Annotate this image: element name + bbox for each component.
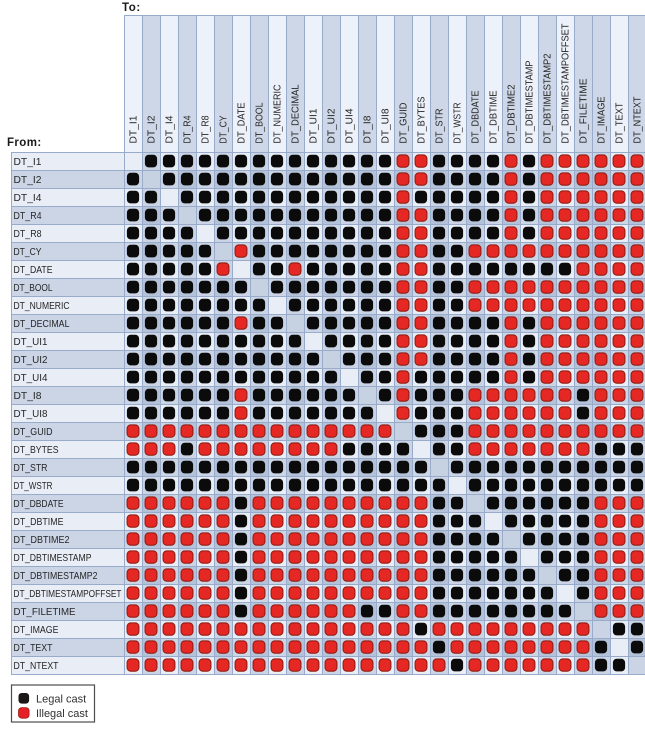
svg-text:DT_DATE: DT_DATE bbox=[236, 103, 248, 144]
svg-text:DT_R4: DT_R4 bbox=[14, 210, 42, 222]
svg-text:DT_DBTIMESTAMPOFFSET: DT_DBTIMESTAMPOFFSET bbox=[14, 588, 122, 600]
svg-text:Legal cast: Legal cast bbox=[36, 693, 86, 705]
svg-text:DT_BYTES: DT_BYTES bbox=[416, 97, 428, 144]
svg-text:DT_GUID: DT_GUID bbox=[398, 102, 410, 143]
svg-text:DT_GUID: DT_GUID bbox=[14, 426, 53, 438]
svg-text:DT_DBTIMESTAMPOFFSET: DT_DBTIMESTAMPOFFSET bbox=[560, 23, 572, 144]
svg-text:DT_UI1: DT_UI1 bbox=[14, 336, 48, 348]
svg-text:DT_DECIMAL: DT_DECIMAL bbox=[14, 318, 70, 330]
svg-text:DT_DBTIME2: DT_DBTIME2 bbox=[506, 84, 518, 143]
svg-text:DT_NTEXT: DT_NTEXT bbox=[632, 96, 644, 143]
svg-text:DT_WSTR: DT_WSTR bbox=[14, 480, 53, 492]
svg-text:DT_UI2: DT_UI2 bbox=[14, 354, 48, 366]
svg-text:DT_UI2: DT_UI2 bbox=[326, 108, 338, 143]
svg-text:DT_FILETIME: DT_FILETIME bbox=[578, 79, 590, 144]
svg-text:DT_WSTR: DT_WSTR bbox=[452, 102, 464, 143]
svg-text:DT_CY: DT_CY bbox=[218, 116, 230, 144]
svg-text:DT_UI4: DT_UI4 bbox=[344, 108, 356, 143]
svg-text:DT_I4: DT_I4 bbox=[164, 115, 176, 143]
svg-text:DT_R8: DT_R8 bbox=[200, 115, 212, 143]
svg-text:DT_NUMERIC: DT_NUMERIC bbox=[272, 84, 284, 143]
svg-text:From:: From: bbox=[7, 137, 42, 149]
svg-text:DT_NUMERIC: DT_NUMERIC bbox=[14, 300, 70, 312]
svg-text:DT_R8: DT_R8 bbox=[14, 228, 42, 240]
svg-text:DT_I1: DT_I1 bbox=[128, 115, 140, 143]
svg-text:DT_IMAGE: DT_IMAGE bbox=[14, 624, 59, 636]
svg-text:DT_TEXT: DT_TEXT bbox=[14, 642, 53, 654]
svg-text:DT_DBTIME: DT_DBTIME bbox=[488, 91, 500, 144]
svg-text:DT_I4: DT_I4 bbox=[14, 192, 42, 204]
svg-text:DT_DBDATE: DT_DBDATE bbox=[14, 498, 64, 510]
svg-text:DT_I8: DT_I8 bbox=[14, 390, 42, 402]
svg-text:Illegal cast: Illegal cast bbox=[36, 708, 88, 720]
svg-text:DT_DECIMAL: DT_DECIMAL bbox=[290, 84, 302, 143]
svg-text:DT_STR: DT_STR bbox=[14, 462, 48, 474]
svg-text:DT_I2: DT_I2 bbox=[14, 174, 42, 186]
svg-text:DT_R4: DT_R4 bbox=[182, 115, 194, 143]
svg-text:DT_DBTIME2: DT_DBTIME2 bbox=[14, 534, 70, 546]
svg-text:DT_BYTES: DT_BYTES bbox=[14, 444, 59, 456]
svg-text:DT_UI1: DT_UI1 bbox=[308, 108, 320, 143]
svg-text:DT_DBTIMESTAMP2: DT_DBTIMESTAMP2 bbox=[542, 53, 554, 143]
svg-text:DT_DBDATE: DT_DBDATE bbox=[470, 91, 482, 144]
svg-text:DT_DBTIMESTAMP2: DT_DBTIMESTAMP2 bbox=[14, 570, 98, 582]
svg-text:DT_DBTIMESTAMP: DT_DBTIMESTAMP bbox=[524, 61, 536, 144]
svg-text:DT_FILETIME: DT_FILETIME bbox=[14, 606, 76, 618]
svg-text:DT_I1: DT_I1 bbox=[14, 156, 42, 168]
svg-text:DT_UI4: DT_UI4 bbox=[14, 372, 48, 384]
svg-text:DT_TEXT: DT_TEXT bbox=[614, 102, 626, 144]
svg-text:To:: To: bbox=[122, 2, 141, 14]
svg-text:DT_NTEXT: DT_NTEXT bbox=[14, 660, 59, 672]
svg-text:DT_DATE: DT_DATE bbox=[14, 264, 53, 276]
svg-text:DT_UI8: DT_UI8 bbox=[14, 408, 48, 420]
svg-text:DT_I8: DT_I8 bbox=[362, 115, 374, 143]
svg-text:DT_DBTIMESTAMP: DT_DBTIMESTAMP bbox=[14, 552, 92, 564]
svg-text:DT_I2: DT_I2 bbox=[146, 115, 158, 143]
svg-text:DT_UI8: DT_UI8 bbox=[380, 108, 392, 143]
svg-text:DT_STR: DT_STR bbox=[434, 108, 446, 143]
svg-text:DT_IMAGE: DT_IMAGE bbox=[596, 97, 608, 144]
svg-text:DT_BOOL: DT_BOOL bbox=[14, 282, 53, 294]
svg-text:DT_DBTIME: DT_DBTIME bbox=[14, 516, 64, 528]
svg-text:DT_BOOL: DT_BOOL bbox=[254, 102, 266, 143]
svg-text:DT_CY: DT_CY bbox=[14, 246, 42, 258]
